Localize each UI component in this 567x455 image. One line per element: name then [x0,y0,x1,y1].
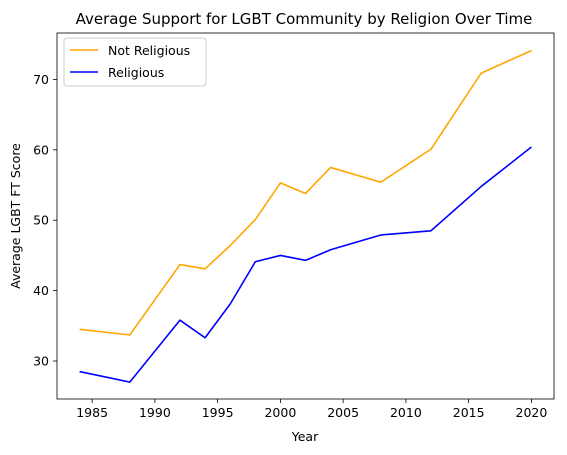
plot-frame [56,32,555,400]
series-line-not-religious [79,49,532,336]
legend-box [63,37,207,87]
plot-area [57,33,554,399]
y-tick-label: 50 [33,213,49,228]
x-tick-label: 2010 [390,405,422,420]
y-axis: 30 40 50 60 70 [33,72,57,368]
x-axis-label: Year [291,429,319,444]
x-tick-label: 2005 [327,405,359,420]
x-tick-label: 2000 [264,405,296,420]
y-axis-label: Average LGBT FT Score [8,143,23,289]
x-tick-label: 1990 [139,405,171,420]
y-tick-label: 30 [33,353,49,368]
x-tick-label: 2015 [453,405,485,420]
legend-label-religious: Religious [108,65,164,80]
x-tick-label: 1985 [76,405,108,420]
x-tick-label: 1995 [202,405,234,420]
series-layer [79,49,532,383]
legend-label-not-religious: Not Religious [108,43,190,58]
y-tick-label: 40 [33,283,49,298]
x-tick-label: 2020 [516,405,548,420]
y-tick-label: 70 [33,72,49,87]
legend: Not Religious Religious [63,37,207,87]
y-tick-label: 60 [33,142,49,157]
x-axis: 1985 1990 1995 2000 2005 2010 2015 2020 [76,399,547,420]
series-line-religious [79,146,532,383]
chart-title: Average Support for LGBT Community by Re… [76,10,533,28]
